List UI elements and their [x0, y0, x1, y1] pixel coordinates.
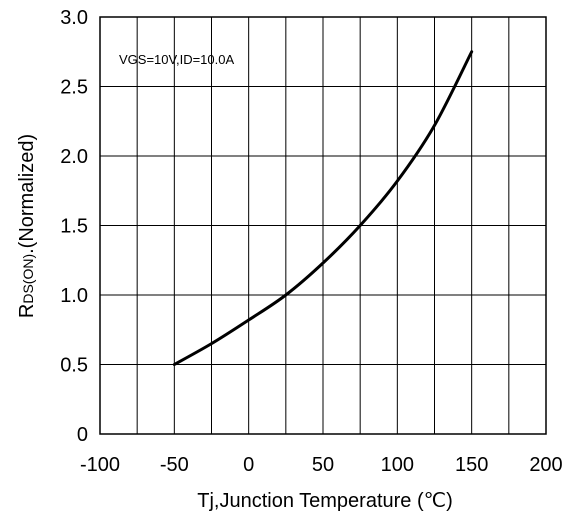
x-axis-title: Tj,Junction Temperature (℃): [197, 490, 453, 512]
y-axis-title-rest: .(Normalized): [16, 134, 38, 254]
svg-text:RDS(ON).(Normalized): RDS(ON).(Normalized): [16, 134, 38, 318]
y-axis-title: RDS(ON).(Normalized): [16, 134, 38, 318]
y-tick-label: 3.0: [60, 7, 88, 29]
plot-frame: [99, 16, 547, 435]
annotation-text: VGS=10V,ID=10.0A: [119, 52, 234, 67]
x-tick-label: -100: [80, 454, 120, 476]
x-tick-label: 200: [529, 454, 562, 476]
grid: [99, 16, 547, 435]
y-axis-title-main: R: [16, 304, 38, 318]
x-tick-label: 150: [455, 454, 488, 476]
y-axis-title-sub: DS(ON): [20, 254, 36, 304]
y-tick-label: 2.5: [60, 77, 88, 99]
tick-labels: -100 -50 0 50 100 150 200 0 0.5 1.0 1.5 2.0 2.5 3.0: [60, 7, 563, 476]
y-tick-label: 2.0: [60, 146, 88, 168]
x-tick-label: 50: [312, 454, 334, 476]
x-tick-label: 100: [381, 454, 414, 476]
y-tick-label: 0.5: [60, 355, 88, 377]
series-layer: [172, 50, 474, 366]
y-tick-label: 1.5: [60, 216, 88, 238]
y-tick-label: 0: [77, 424, 88, 446]
x-tick-label: 0: [243, 454, 254, 476]
series-line: [172, 50, 474, 366]
x-tick-label: -50: [160, 454, 189, 476]
y-tick-label: 1.0: [60, 285, 88, 307]
plot-frame-layer: [99, 16, 547, 435]
